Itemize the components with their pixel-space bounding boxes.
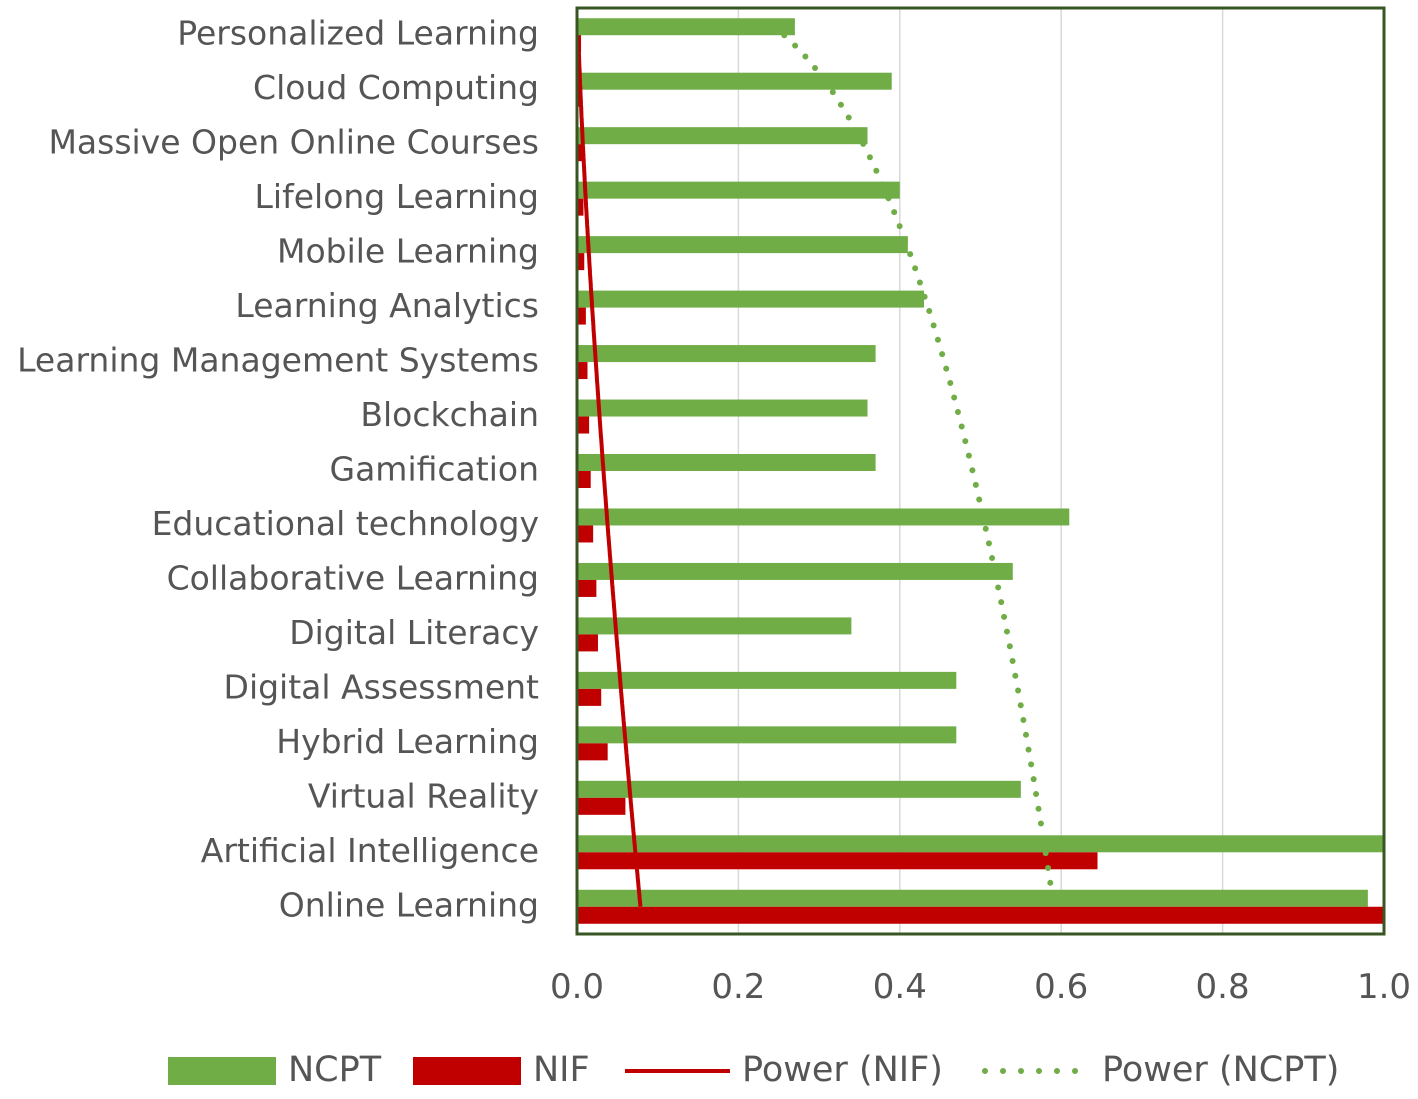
bar-ncpt <box>577 562 1013 580</box>
bar-ncpt <box>577 671 957 689</box>
bar-ncpt <box>577 508 1070 526</box>
x-axis-ticks: 0.0 0.2 0.4 0.6 0.8 1.0 <box>550 967 1411 1007</box>
bar-nif <box>577 634 598 652</box>
bars <box>577 18 1384 924</box>
bar-nif <box>577 525 594 543</box>
bar-nif <box>577 416 590 434</box>
plot-border <box>575 6 1386 936</box>
legend: NCPT NIF Power (NIF) Power (NCPT) <box>168 1050 1339 1090</box>
category-label: Mobile Learning <box>277 232 539 271</box>
category-label: Gamification <box>330 450 539 489</box>
bar-nif <box>577 362 588 380</box>
bar-ncpt <box>577 726 957 744</box>
bar-nif <box>577 579 597 597</box>
bar-ncpt <box>577 181 900 199</box>
x-tick-label: 0.4 <box>873 967 927 1007</box>
category-label: Artificial Intelligence <box>201 831 539 870</box>
bar-nif <box>577 144 583 162</box>
legend-ncpt-label: NCPT <box>288 1050 382 1090</box>
bar-ncpt <box>577 889 1368 907</box>
bar-ncpt <box>577 290 925 308</box>
legend-ncpt-swatch <box>168 1057 276 1085</box>
legend-power-nif-label: Power (NIF) <box>742 1050 943 1090</box>
trendline-ncpt <box>781 32 1057 910</box>
x-tick-label: 0.2 <box>711 967 765 1007</box>
category-label: Learning Management Systems <box>17 341 539 380</box>
x-tick-label: 1.0 <box>1357 967 1411 1007</box>
bar-ncpt <box>577 454 876 471</box>
x-tick-label: 0.0 <box>550 967 604 1007</box>
bar-nif <box>577 253 585 271</box>
bar-nif <box>577 906 1384 924</box>
bar-nif <box>577 743 608 761</box>
bar-nif <box>577 307 586 325</box>
bar-nif <box>577 852 1098 870</box>
trendline-nif <box>576 35 643 907</box>
bar-ncpt <box>577 835 1384 853</box>
bar-nif <box>577 198 584 216</box>
category-label: Digital Assessment <box>224 667 540 706</box>
bar-ncpt <box>577 399 868 417</box>
bar-ncpt <box>577 345 876 363</box>
category-label: Cloud Computing <box>253 68 539 107</box>
category-label: Virtual Reality <box>308 776 539 815</box>
trendlines <box>576 32 1057 910</box>
category-label: Learning Analytics <box>235 286 539 325</box>
x-tick-label: 0.8 <box>1196 967 1250 1007</box>
legend-nif-label: NIF <box>533 1050 590 1090</box>
bar-ncpt <box>577 72 892 90</box>
bar-ncpt <box>577 18 795 36</box>
bar-nif <box>577 688 602 706</box>
category-label: Personalized Learning <box>177 14 539 53</box>
bar-ncpt <box>577 780 1021 798</box>
category-label: Blockchain <box>360 395 539 434</box>
bar-nif <box>577 797 626 815</box>
bar-ncpt <box>577 127 868 145</box>
bar-ncpt <box>577 617 852 635</box>
legend-nif-swatch <box>413 1057 521 1085</box>
category-label: Online Learning <box>279 885 539 924</box>
category-label: Lifelong Learning <box>255 177 539 216</box>
category-label: Collaborative Learning <box>167 558 539 597</box>
bar-nif <box>577 471 591 488</box>
x-tick-label: 0.6 <box>1034 967 1088 1007</box>
category-label: Hybrid Learning <box>276 722 539 761</box>
category-label: Massive Open Online Courses <box>48 123 539 162</box>
category-labels: Personalized Learning Cloud Computing Mass… <box>17 14 539 925</box>
legend-power-ncpt-label: Power (NCPT) <box>1102 1050 1339 1090</box>
category-label: Educational technology <box>152 504 539 543</box>
category-label: Digital Literacy <box>289 613 539 652</box>
bar-ncpt <box>577 236 908 254</box>
